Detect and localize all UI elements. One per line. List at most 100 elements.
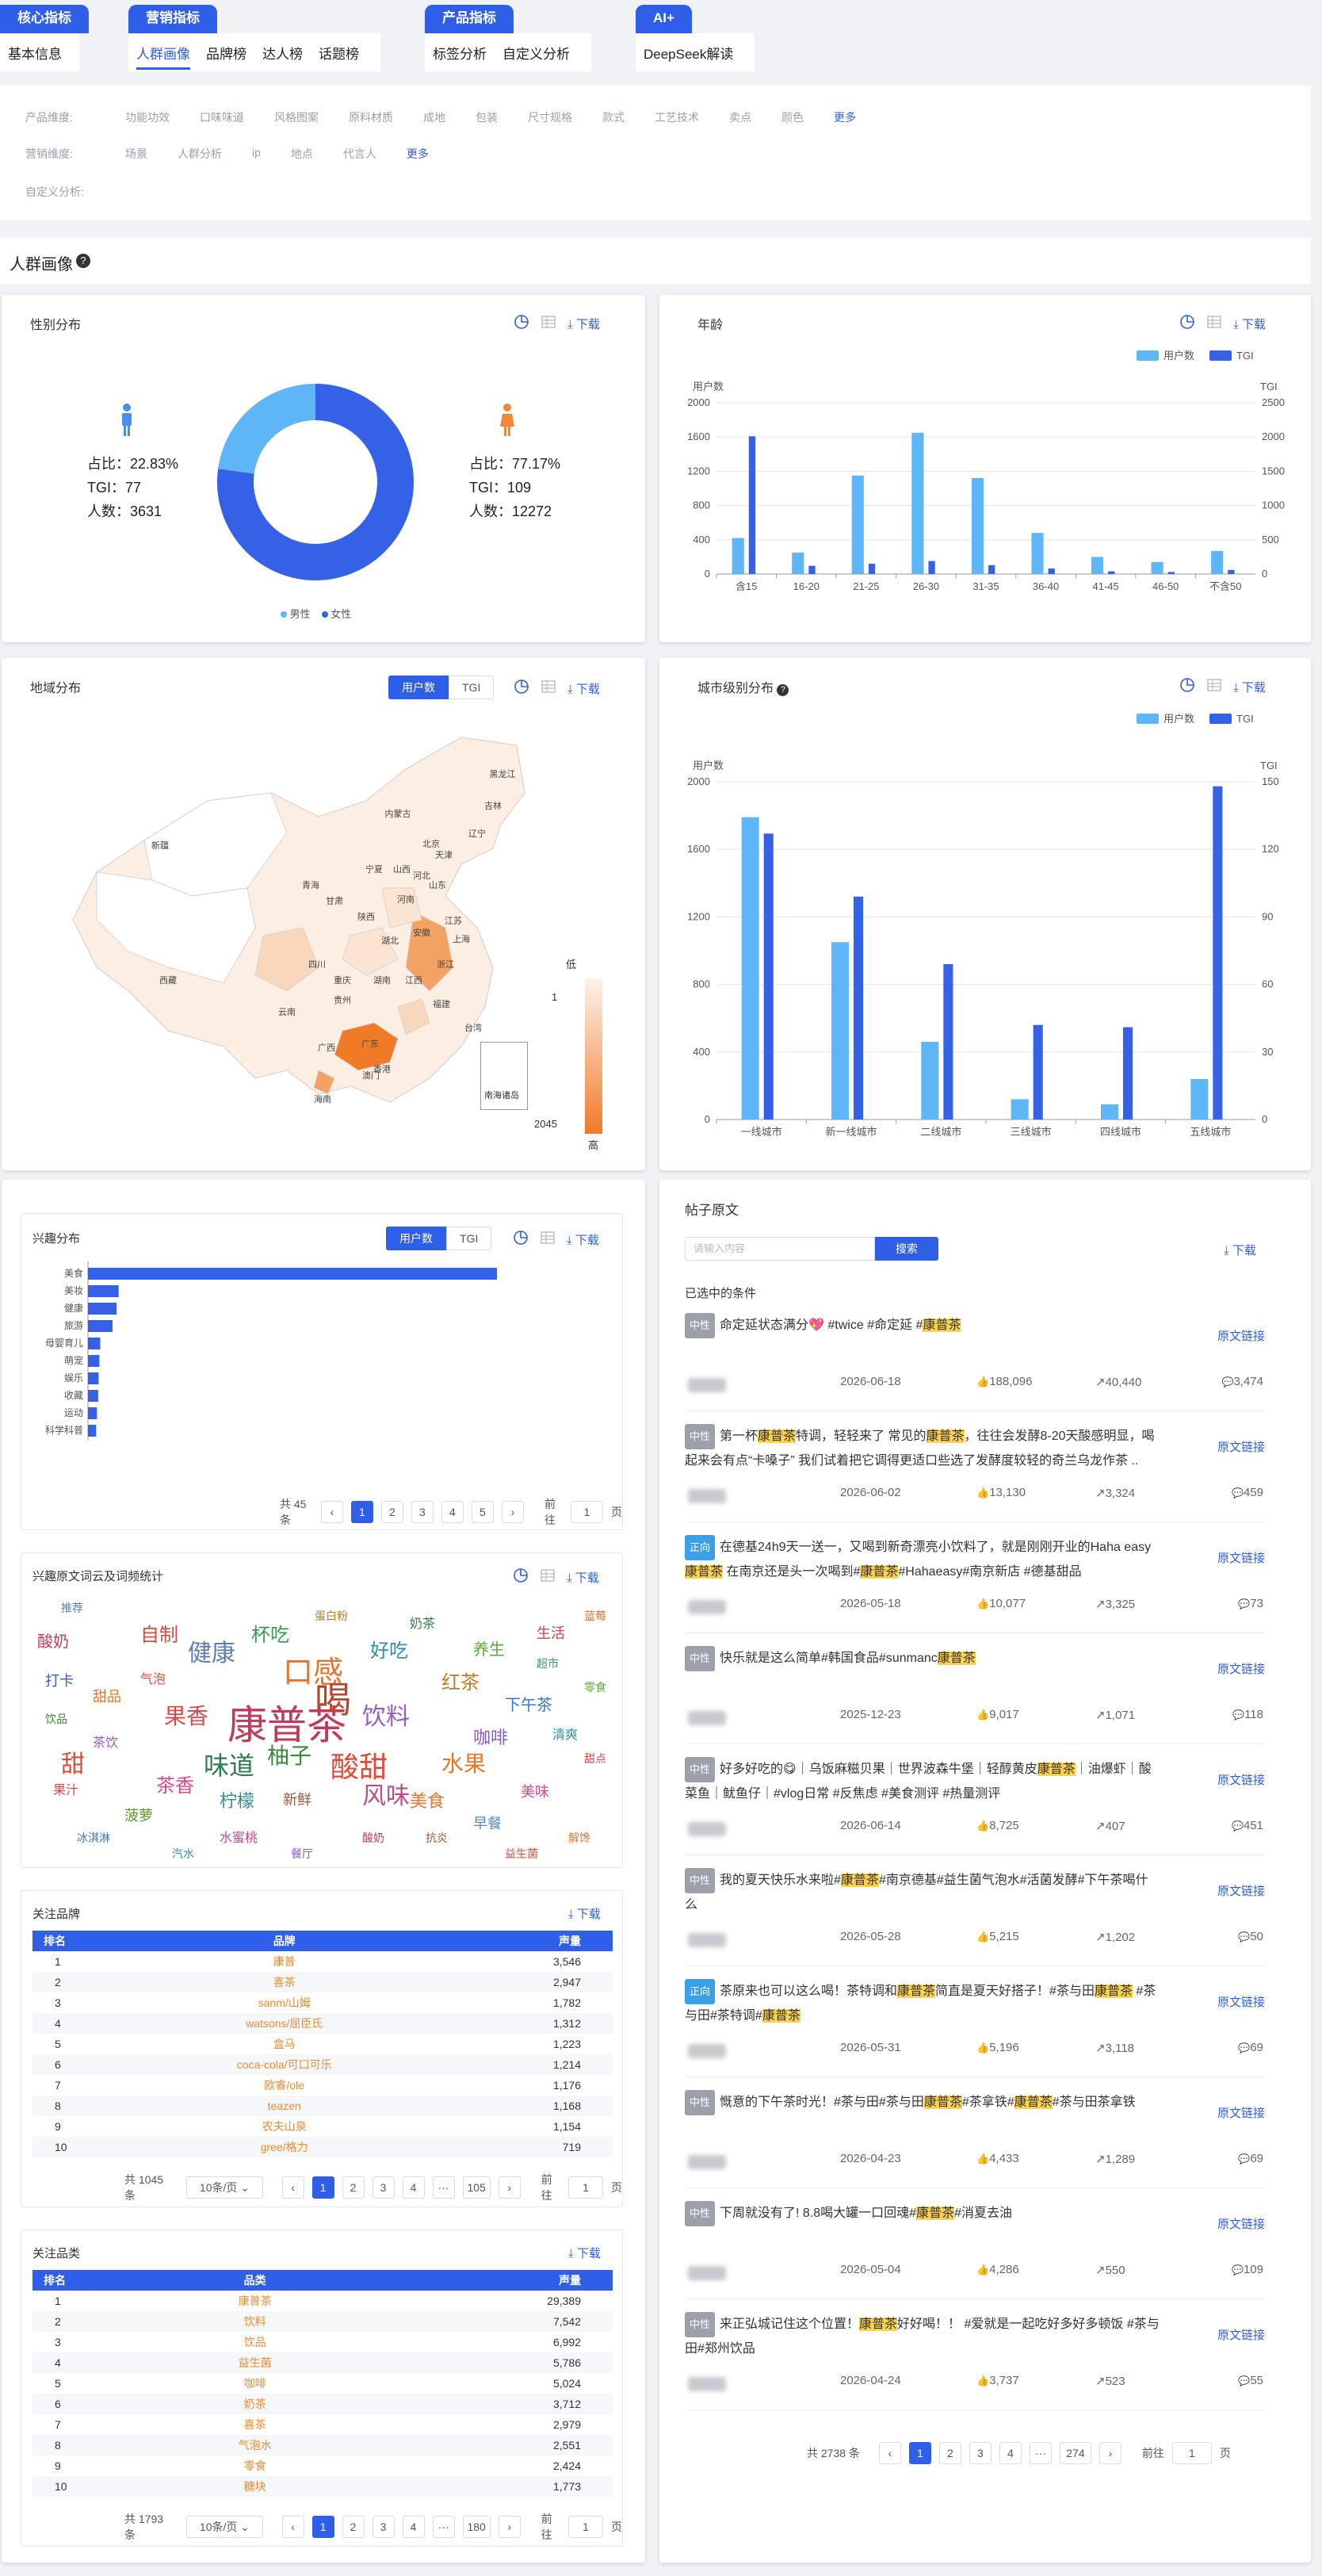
goto-input[interactable]: 1 bbox=[568, 2516, 603, 2538]
comment-icon[interactable]: 💬 bbox=[1232, 1487, 1244, 1499]
download-button[interactable]: ⤓ 下载 bbox=[567, 317, 600, 331]
page-button[interactable]: 4 bbox=[402, 2516, 425, 2538]
tab-tag-analysis[interactable]: 标签分析 bbox=[433, 46, 487, 62]
share-icon[interactable]: ↗ bbox=[1095, 1376, 1106, 1389]
name-cell[interactable]: 咖啡 bbox=[243, 2377, 266, 2390]
page-button[interactable]: 1 bbox=[908, 2442, 931, 2464]
word-cloud-word[interactable]: 风味 bbox=[362, 1783, 410, 1809]
download-button[interactable]: ⤓ 下载 bbox=[1233, 680, 1266, 695]
toggle-users[interactable]: 用户数 bbox=[386, 1227, 446, 1250]
source-link-button[interactable]: 原文链接 bbox=[1217, 1552, 1265, 1565]
word-cloud-word[interactable]: 酸奶 bbox=[37, 1633, 69, 1651]
share-icon[interactable]: ↗ bbox=[1095, 2042, 1106, 2055]
filter-chip[interactable]: 口味味道 bbox=[200, 111, 244, 124]
filter-chip[interactable]: 成地 bbox=[423, 111, 445, 124]
filter-chip[interactable]: 风格图案 bbox=[274, 111, 319, 124]
source-link-button[interactable]: 原文链接 bbox=[1217, 2107, 1265, 2120]
word-cloud-word[interactable]: 下午茶 bbox=[505, 1697, 552, 1714]
word-cloud-word[interactable]: 饮料 bbox=[362, 1704, 410, 1730]
region-shandong[interactable] bbox=[381, 887, 422, 928]
table-row[interactable]: 8 气泡水 2,551 bbox=[32, 2435, 613, 2455]
page-button[interactable]: 274 bbox=[1059, 2442, 1091, 2464]
download-button[interactable]: ⤓ 下载 bbox=[568, 1908, 601, 1921]
tab-topic-rank[interactable]: 话题榜 bbox=[319, 46, 359, 62]
next-page-button[interactable]: › bbox=[1098, 2442, 1121, 2464]
share-icon[interactable]: ↗ bbox=[1095, 2153, 1106, 2166]
word-cloud-word[interactable]: 益生菌 bbox=[505, 1847, 538, 1860]
share-icon[interactable]: ↗ bbox=[1095, 1820, 1106, 1833]
table-view-icon[interactable] bbox=[541, 679, 556, 698]
table-row[interactable]: 1 康普 3,546 bbox=[32, 1951, 613, 1972]
table-row[interactable]: 6 coca-cola/可口可乐 1,214 bbox=[32, 2054, 613, 2075]
toggle-tgi[interactable]: TGI bbox=[449, 676, 495, 699]
table-row[interactable]: 9 农夫山泉 1,154 bbox=[32, 2116, 613, 2137]
next-page-button[interactable]: › bbox=[498, 2516, 521, 2538]
page-button[interactable]: 4 bbox=[999, 2442, 1022, 2464]
toggle-users[interactable]: 用户数 bbox=[388, 676, 449, 699]
page-button[interactable]: 1 bbox=[350, 1501, 373, 1523]
page-button[interactable]: 3 bbox=[372, 2516, 395, 2538]
word-cloud-word[interactable]: 味道 bbox=[204, 1751, 255, 1780]
name-cell[interactable]: 气泡水 bbox=[182, 2435, 327, 2455]
word-cloud-word[interactable]: 冰淇淋 bbox=[77, 1832, 110, 1844]
page-button[interactable]: 1 bbox=[311, 2176, 334, 2199]
word-cloud-word[interactable]: 超市 bbox=[537, 1657, 559, 1670]
page-button[interactable]: 4 bbox=[402, 2176, 425, 2199]
tab-persona[interactable]: 人群画像 bbox=[136, 43, 190, 70]
page-button[interactable]: 3 bbox=[411, 1501, 434, 1523]
tab-custom-analysis[interactable]: 自定义分析 bbox=[502, 46, 570, 62]
nav-group-ai[interactable]: AI+ bbox=[636, 5, 692, 33]
table-row[interactable]: 4 watsons/屈臣氏 1,312 bbox=[32, 2013, 613, 2034]
more-link[interactable]: 更多 bbox=[406, 147, 429, 160]
region-fujian[interactable] bbox=[397, 998, 430, 1035]
word-cloud-word[interactable]: 新鲜 bbox=[283, 1792, 311, 1808]
word-cloud-word[interactable]: 菠萝 bbox=[124, 1808, 153, 1824]
name-cell[interactable]: sanm/山姆 bbox=[258, 1996, 311, 2009]
thumb-up-icon[interactable]: 👍 bbox=[976, 1820, 990, 1832]
download-button[interactable]: ⤓ 下载 bbox=[568, 2247, 601, 2260]
prev-page-button[interactable]: ‹ bbox=[281, 2516, 304, 2538]
table-row[interactable]: 3 sanm/山姆 1,782 bbox=[32, 1992, 613, 2013]
share-icon[interactable]: ↗ bbox=[1095, 1598, 1106, 1611]
name-cell[interactable]: coca-cola/可口可乐 bbox=[138, 2054, 430, 2075]
word-cloud-word[interactable]: 清爽 bbox=[552, 1728, 579, 1742]
table-view-icon[interactable] bbox=[1206, 314, 1222, 333]
thumb-up-icon[interactable]: 👍 bbox=[976, 1598, 990, 1610]
next-page-button[interactable]: › bbox=[501, 1501, 524, 1523]
region-sichuan[interactable] bbox=[254, 927, 319, 992]
name-cell[interactable]: 益生菌 bbox=[182, 2352, 327, 2373]
thumb-up-icon[interactable]: 👍 bbox=[976, 1376, 990, 1388]
nav-group-marketing[interactable]: 营销指标 bbox=[128, 5, 217, 33]
comment-icon[interactable]: 💬 bbox=[1238, 1598, 1251, 1610]
word-cloud-word[interactable]: 酸甜 bbox=[330, 1751, 388, 1783]
table-row[interactable]: 10 糖块 1,773 bbox=[32, 2476, 613, 2497]
word-cloud-word[interactable]: 气泡 bbox=[140, 1673, 166, 1686]
word-cloud-word[interactable]: 推荐 bbox=[61, 1602, 83, 1614]
map-view-icon[interactable] bbox=[514, 679, 529, 698]
word-cloud-word[interactable]: 健康 bbox=[188, 1640, 235, 1667]
page-button[interactable]: 2 bbox=[938, 2442, 961, 2464]
word-cloud-word[interactable]: 甜点 bbox=[584, 1752, 606, 1765]
source-link-button[interactable]: 原文链接 bbox=[1217, 1663, 1265, 1676]
word-cloud-word[interactable]: 康普茶 bbox=[227, 1703, 346, 1747]
table-row[interactable]: 4 益生菌 5,786 bbox=[32, 2352, 613, 2373]
share-icon[interactable]: ↗ bbox=[1095, 1709, 1106, 1722]
table-row[interactable]: 5 盒马 1,223 bbox=[32, 2034, 613, 2054]
word-cloud-word[interactable]: 喝 bbox=[315, 1679, 351, 1721]
table-view-icon[interactable] bbox=[541, 314, 556, 333]
tab-brand-rank[interactable]: 品牌榜 bbox=[206, 46, 246, 62]
table-row[interactable]: 2 饮料 7,542 bbox=[32, 2311, 613, 2332]
table-row[interactable]: 9 零食 2,424 bbox=[32, 2455, 613, 2476]
word-cloud-word[interactable]: 红茶 bbox=[441, 1672, 480, 1694]
word-cloud-word[interactable]: 茶饮 bbox=[93, 1736, 119, 1750]
region-guangdong[interactable] bbox=[334, 1022, 399, 1071]
table-row[interactable]: 3 饮品 6,992 bbox=[32, 2332, 613, 2352]
source-link-button[interactable]: 原文链接 bbox=[1217, 2329, 1265, 2342]
ellipsis[interactable]: ··· bbox=[432, 2516, 455, 2538]
filter-chip[interactable]: 原料材质 bbox=[349, 111, 393, 124]
word-cloud-word[interactable]: 饮品 bbox=[45, 1713, 67, 1725]
filter-chip[interactable]: 人群分析 bbox=[178, 147, 222, 160]
more-link[interactable]: 更多 bbox=[834, 111, 856, 124]
thumb-up-icon[interactable]: 👍 bbox=[976, 2264, 990, 2276]
next-page-button[interactable]: › bbox=[498, 2176, 521, 2199]
